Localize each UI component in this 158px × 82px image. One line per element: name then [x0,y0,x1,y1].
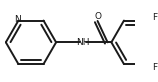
Text: F: F [152,13,158,22]
Text: N: N [14,15,20,24]
Text: NH: NH [76,38,89,47]
Text: O: O [94,12,101,21]
Text: F: F [152,63,158,72]
